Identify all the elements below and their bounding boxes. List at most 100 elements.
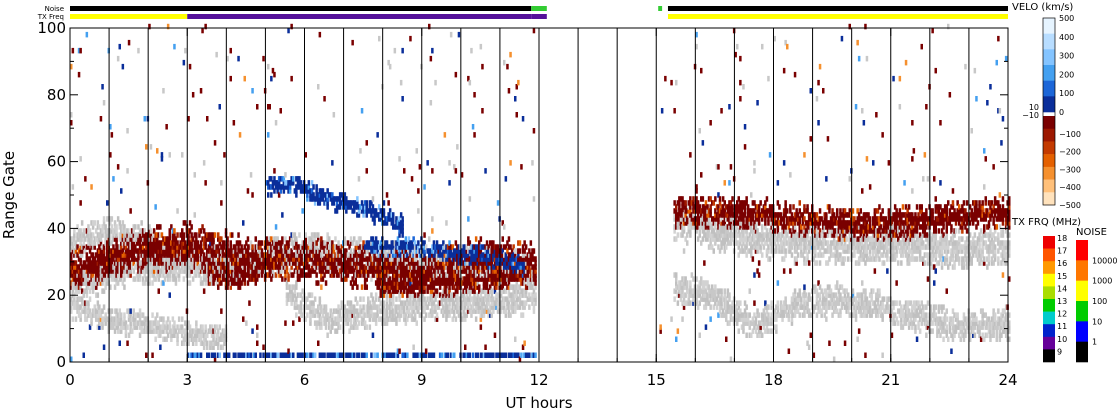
- scatter-cell: [385, 192, 389, 198]
- scatter-cell: [218, 324, 221, 330]
- scatter-cell: [74, 288, 78, 294]
- scatter-cell: [384, 280, 387, 286]
- scatter-cell: [295, 304, 298, 310]
- scatter-cell: [287, 252, 290, 258]
- scatter-cell: [98, 256, 101, 262]
- scatter-cell: [277, 268, 281, 274]
- scatter-cell: [403, 308, 406, 314]
- scatter-cell: [271, 180, 275, 186]
- scatter-cell: [76, 236, 79, 242]
- scatter-cell: [524, 292, 528, 298]
- scatter-cell: [673, 228, 676, 234]
- scatter-cell: [517, 248, 520, 254]
- scatter-cell: [101, 320, 104, 326]
- scatter-cell: [115, 252, 118, 258]
- scatter-cell: [484, 252, 487, 258]
- scatter-cell: [173, 328, 176, 334]
- scatter-cell: [442, 276, 445, 282]
- scatter-cell: [403, 264, 406, 270]
- scatter-cell: [471, 248, 475, 254]
- scatter-cell: [673, 224, 676, 230]
- scatter-cell: [149, 232, 153, 238]
- scatter-cell: [190, 244, 193, 250]
- scatter-cell: [413, 304, 417, 310]
- scatter-cell: [195, 264, 198, 270]
- scatter-cell: [141, 244, 145, 250]
- scatter-cell: [379, 276, 382, 282]
- scatter-cell: [293, 240, 297, 246]
- scatter-cell: [367, 264, 370, 270]
- scatter-cell: [403, 240, 406, 246]
- scatter-cell: [370, 260, 373, 266]
- scatter-cell: [528, 252, 531, 258]
- scatter-cell: [442, 304, 445, 310]
- scatter-cell: [390, 292, 393, 298]
- scatter-cell: [410, 308, 414, 314]
- scatter-cell: [99, 280, 103, 286]
- scatter-cell: [132, 324, 135, 330]
- scatter-cell: [332, 260, 336, 266]
- scatter-cell: [321, 252, 325, 258]
- scatter-cell: [490, 300, 493, 306]
- scatter-cell: [285, 264, 289, 270]
- scatter-cell: [464, 352, 467, 358]
- scatter-cell: [474, 284, 478, 290]
- scatter-cell: [223, 256, 226, 262]
- scatter-cell: [534, 256, 537, 262]
- scatter-cell: [116, 324, 120, 330]
- scatter-cell: [298, 244, 301, 250]
- scatter-cell: [356, 240, 359, 246]
- scatter-cell: [293, 300, 297, 306]
- scatter-cell: [251, 248, 254, 254]
- scatter-cell: [501, 260, 504, 266]
- scatter-cell: [495, 304, 498, 310]
- scatter-cell: [226, 272, 229, 278]
- scatter-cell: [326, 192, 329, 198]
- scatter-cell: [120, 224, 123, 230]
- scatter-cell: [460, 264, 464, 270]
- scatter-cell: [177, 268, 181, 274]
- scatter-cell: [385, 268, 389, 274]
- scatter-cell: [115, 312, 118, 318]
- scatter-cell: [418, 264, 422, 270]
- scatter-cell: [187, 320, 190, 326]
- scatter-cell: [395, 280, 398, 286]
- scatter-cell: [676, 216, 680, 222]
- scatter-cell: [152, 256, 156, 262]
- scatter-cell: [121, 248, 125, 254]
- scatter-cell: [499, 352, 503, 358]
- scatter-cell: [106, 260, 109, 266]
- scatter-cell: [223, 340, 226, 346]
- scatter-cell: [181, 240, 184, 246]
- scatter-cell: [474, 280, 478, 286]
- scatter-cell: [409, 312, 412, 318]
- scatter-cell: [262, 55, 265, 62]
- scatter-cell: [104, 228, 107, 234]
- scatter-cell: [298, 292, 301, 298]
- scatter-cell: [74, 300, 78, 306]
- scatter-cell: [267, 260, 270, 266]
- scatter-cell: [99, 260, 103, 266]
- scatter-cell: [468, 268, 472, 274]
- scatter-cell: [217, 272, 220, 278]
- scatter-cell: [282, 256, 286, 262]
- scatter-cell: [438, 280, 442, 286]
- scatter-cell: [285, 300, 289, 306]
- scatter-cell: [346, 316, 350, 322]
- scatter-cell: [453, 268, 456, 274]
- scatter-cell: [515, 260, 518, 266]
- scatter-cell: [259, 256, 262, 262]
- scatter-cell: [288, 268, 292, 274]
- scatter-cell: [507, 260, 511, 266]
- scatter-cell: [198, 248, 201, 254]
- scatter-cell: [234, 264, 237, 270]
- scatter-cell: [124, 324, 128, 330]
- scatter-cell: [449, 248, 453, 254]
- scatter-cell: [506, 276, 509, 282]
- scatter-cell: [390, 300, 393, 306]
- scatter-cell: [465, 272, 468, 278]
- scatter-cell: [384, 248, 387, 254]
- scatter-cell: [95, 284, 98, 290]
- scatter-cell: [445, 248, 448, 254]
- scatter-cell: [79, 284, 82, 290]
